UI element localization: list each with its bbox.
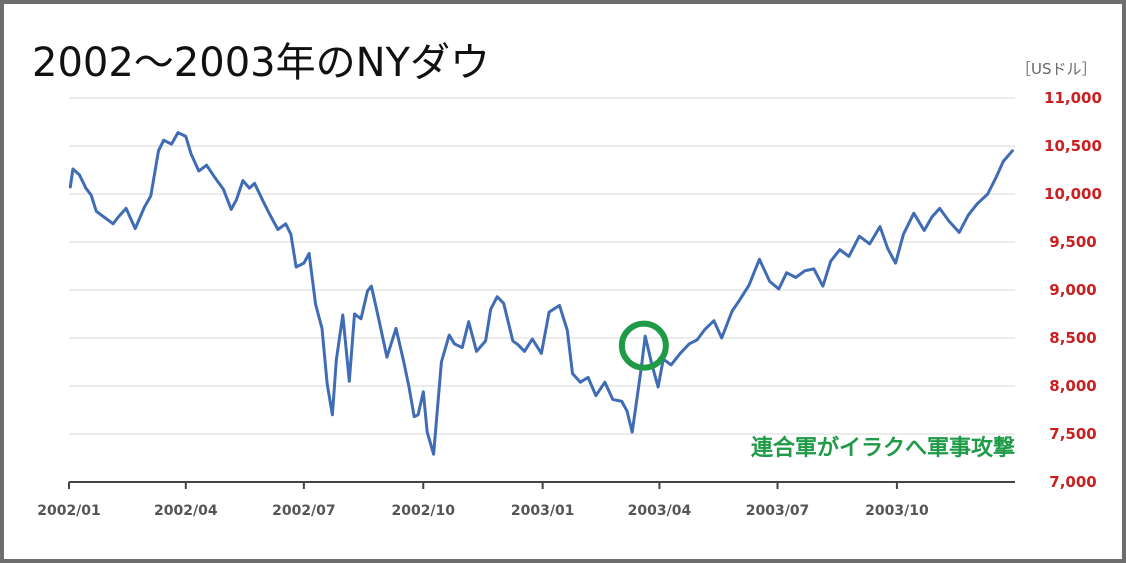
annotation-circle (618, 320, 669, 371)
x-tick-label: 2003/07 (746, 503, 810, 519)
x-tick-label: 2003/04 (628, 503, 692, 519)
x-tick-label: 2002/07 (272, 503, 336, 519)
y-axis-unit-label: ［USドル］ (1016, 60, 1097, 78)
y-tick-label: 7,000 (1049, 473, 1096, 491)
x-tick-label: 2003/10 (865, 503, 929, 519)
y-tick-label: 9,000 (1049, 281, 1096, 299)
gridlines (69, 97, 1015, 435)
chart-title: 2002〜2003年のNYダウ (32, 40, 490, 86)
x-tick-label: 2002/10 (391, 503, 455, 519)
series-layer (68, 131, 1014, 456)
y-tick-label: 9,500 (1049, 233, 1096, 251)
x-axis: 2002/01 2002/04 2002/07 2002/10 2003/01 2003/… (37, 481, 1015, 519)
x-tick-label: 2003/01 (511, 503, 575, 519)
y-axis-ticks: 7,000 7,500 8,000 8,500 9,000 9,500 10,000 10,5… (1044, 89, 1102, 491)
series-line-0 (68, 131, 1014, 456)
x-tick-label: 2002/04 (154, 503, 218, 519)
y-tick-label: 7,500 (1049, 425, 1096, 443)
annotation-text: 連合軍がイラクへ軍事攻撃 (751, 435, 1015, 461)
y-tick-label: 8,500 (1049, 329, 1096, 347)
y-tick-label: 11,000 (1044, 89, 1102, 107)
y-tick-label: 10,500 (1044, 137, 1102, 155)
annotation-layer: 連合軍がイラクへ軍事攻撃 (618, 320, 1015, 461)
x-tick-label: 2002/01 (37, 503, 101, 519)
y-tick-label: 10,000 (1044, 185, 1102, 203)
y-tick-label: 8,000 (1049, 377, 1096, 395)
